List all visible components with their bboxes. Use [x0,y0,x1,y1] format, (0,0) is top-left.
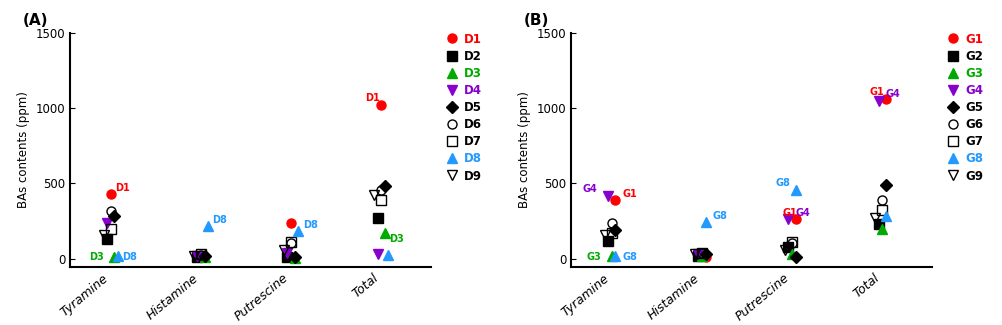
Text: G4: G4 [583,184,597,194]
Y-axis label: BAs contents (ppm): BAs contents (ppm) [518,91,531,208]
Text: D1: D1 [365,93,380,103]
Text: D8: D8 [212,215,227,225]
Text: G8: G8 [622,252,637,262]
Text: G1: G1 [870,87,885,97]
Y-axis label: BAs contents (ppm): BAs contents (ppm) [17,91,30,208]
Legend: G1, G2, G3, G4, G5, G6, G7, G8, G9: G1, G2, G3, G4, G5, G6, G7, G8, G9 [943,28,988,187]
Text: D8: D8 [303,220,318,230]
Text: D8: D8 [122,252,137,262]
Text: G4: G4 [886,89,901,99]
Text: G1: G1 [783,208,797,218]
Text: (A): (A) [23,13,49,28]
Text: G8: G8 [712,211,727,221]
Text: D3: D3 [89,252,104,262]
Text: G8: G8 [776,178,791,188]
Text: G3: G3 [586,252,601,262]
Legend: D1, D2, D3, D4, D5, D6, D7, D8, D9: D1, D2, D3, D4, D5, D6, D7, D8, D9 [442,28,487,187]
Text: (B): (B) [524,13,550,28]
Text: D1: D1 [115,183,130,193]
Text: D3: D3 [390,234,404,244]
Text: G4: G4 [796,208,811,218]
Text: G1: G1 [622,189,637,199]
